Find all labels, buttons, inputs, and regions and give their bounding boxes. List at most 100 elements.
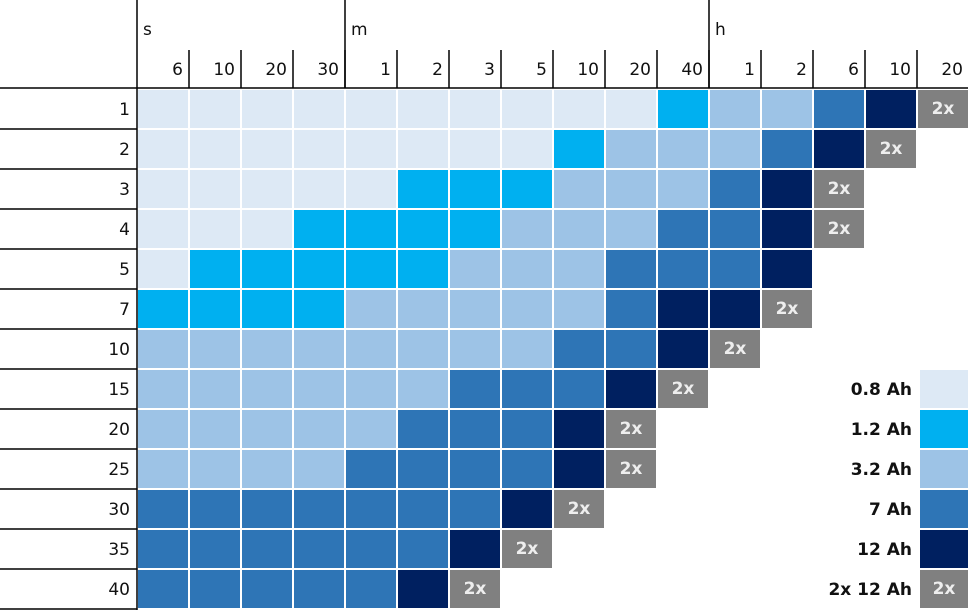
cell — [606, 170, 656, 208]
cell — [138, 410, 188, 448]
column-label: 30 — [317, 60, 339, 80]
cell — [658, 210, 708, 248]
cell — [398, 290, 448, 328]
cell — [346, 450, 396, 488]
cell — [242, 370, 292, 408]
cell — [242, 330, 292, 368]
cell — [138, 90, 188, 128]
cell — [294, 570, 344, 608]
cell — [398, 370, 448, 408]
legend-swatch — [920, 450, 968, 488]
cell — [242, 290, 292, 328]
cell-badge: 2x — [724, 339, 747, 359]
cell-badge: 2x — [568, 499, 591, 519]
cell — [398, 410, 448, 448]
cell — [398, 90, 448, 128]
cell — [762, 170, 812, 208]
column-label: 2 — [432, 60, 443, 80]
cell — [294, 170, 344, 208]
cell-badge: 2x — [516, 539, 539, 559]
cell — [502, 330, 552, 368]
cell — [450, 370, 500, 408]
cell — [294, 370, 344, 408]
legend-swatch — [920, 570, 968, 608]
row-label: 1 — [119, 100, 130, 120]
cell — [294, 130, 344, 168]
row-label: 2 — [119, 140, 130, 160]
row-label: 5 — [119, 260, 130, 280]
cell — [450, 170, 500, 208]
cell-badge: 2x — [620, 459, 643, 479]
cell — [138, 330, 188, 368]
cell — [138, 450, 188, 488]
cell — [398, 450, 448, 488]
cell — [346, 90, 396, 128]
cell — [294, 290, 344, 328]
cell — [138, 290, 188, 328]
cell — [190, 450, 240, 488]
cell — [502, 530, 552, 568]
cell — [450, 90, 500, 128]
cell — [242, 410, 292, 448]
cell — [346, 490, 396, 528]
cell-badge: 2x — [828, 179, 851, 199]
cell — [190, 170, 240, 208]
cell — [190, 370, 240, 408]
cell — [606, 410, 656, 448]
cell — [554, 170, 604, 208]
cell — [346, 530, 396, 568]
cell — [190, 210, 240, 248]
cell — [138, 210, 188, 248]
cell — [554, 130, 604, 168]
cell — [346, 370, 396, 408]
cell — [190, 90, 240, 128]
column-label: 10 — [889, 60, 911, 80]
cell — [814, 170, 864, 208]
column-label: 2 — [796, 60, 807, 80]
legend-label: 2x 12 Ah — [828, 580, 912, 600]
cell — [294, 490, 344, 528]
cell — [190, 570, 240, 608]
cell — [346, 570, 396, 608]
cell — [658, 370, 708, 408]
cell — [502, 130, 552, 168]
cell — [398, 130, 448, 168]
cell — [450, 250, 500, 288]
cell — [606, 210, 656, 248]
column-label: 10 — [577, 60, 599, 80]
row-label: 40 — [108, 580, 130, 600]
cell — [242, 130, 292, 168]
cell — [710, 330, 760, 368]
cell — [138, 530, 188, 568]
cell — [606, 330, 656, 368]
cell — [762, 130, 812, 168]
cell — [658, 290, 708, 328]
cell — [762, 210, 812, 248]
row-label: 30 — [108, 500, 130, 520]
legend-swatch — [920, 490, 968, 528]
group-label: s — [143, 20, 152, 40]
cell — [294, 330, 344, 368]
cell — [346, 210, 396, 248]
legend-swatch — [920, 530, 968, 568]
cell — [398, 330, 448, 368]
cell — [138, 570, 188, 608]
cell — [606, 450, 656, 488]
row-label: 20 — [108, 420, 130, 440]
cell — [346, 250, 396, 288]
column-label: 1 — [744, 60, 755, 80]
cell — [190, 490, 240, 528]
cell — [190, 130, 240, 168]
cell — [658, 130, 708, 168]
cell — [710, 210, 760, 248]
cell — [138, 250, 188, 288]
cell — [398, 170, 448, 208]
cell — [450, 290, 500, 328]
cell-badge: 2x — [932, 99, 955, 119]
cell — [502, 450, 552, 488]
cell — [346, 330, 396, 368]
cell — [190, 250, 240, 288]
cell — [450, 450, 500, 488]
cell — [398, 250, 448, 288]
group-label: h — [715, 20, 726, 40]
